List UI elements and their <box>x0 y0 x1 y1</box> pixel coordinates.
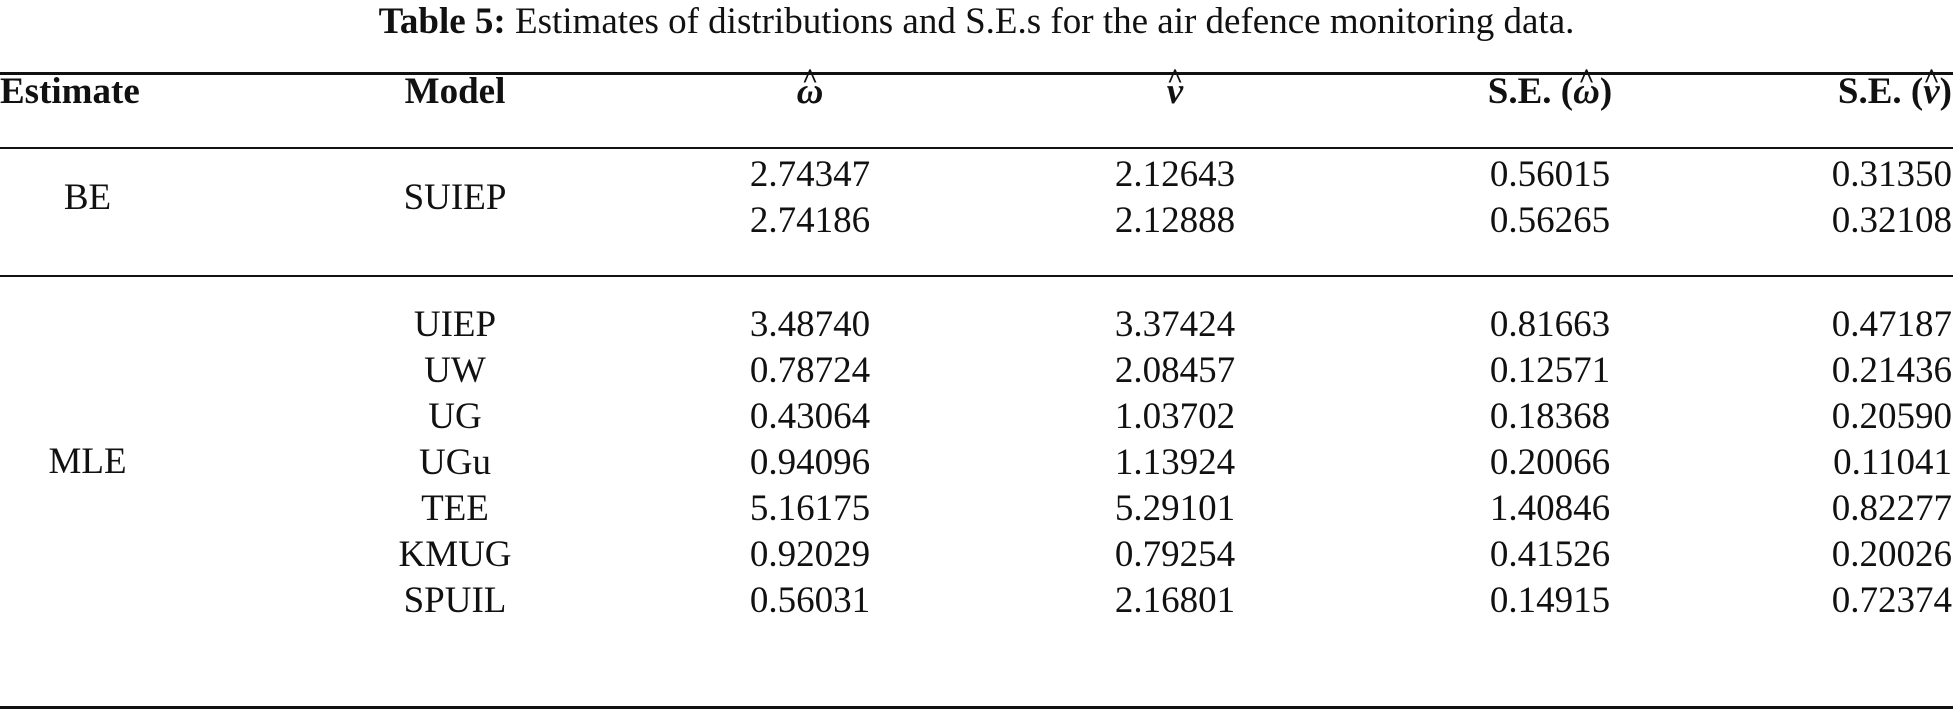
table-row: SPUIL 0.56031 2.16801 0.14915 0.72374 <box>0 572 1953 630</box>
se-omega-suffix: ) <box>1599 71 1613 112</box>
estimate-be: BE <box>63 177 112 218</box>
table-row: KMUG 0.92029 0.79254 0.41526 0.20026 <box>0 526 1953 584</box>
be-group-labels: BE SUIEP <box>0 169 1953 227</box>
table-caption: Table 5: Estimates of distributions and … <box>0 0 1953 44</box>
cell-omega: 0.92029 <box>749 534 871 575</box>
cell-omega: 0.78724 <box>749 350 871 391</box>
cell-nu: 2.08457 <box>1114 350 1236 391</box>
cell-se-omega: 0.56015 <box>1489 154 1611 195</box>
cell-se-nu: 0.72374 <box>1831 580 1952 621</box>
cell-model: UGu <box>419 442 491 483</box>
cell-model: UIEP <box>413 304 497 345</box>
table-row: 2.74347 2.12643 0.56015 0.31350 <box>0 146 1953 204</box>
table-row: UGu 0.94096 1.13924 0.20066 0.11041 <box>0 434 1953 492</box>
cell-model: TEE <box>421 488 489 529</box>
cell-nu: 5.29101 <box>1114 488 1236 529</box>
cell-se-omega: 0.81663 <box>1489 304 1611 345</box>
cell-omega: 0.94096 <box>749 442 871 483</box>
cell-se-nu: 0.82277 <box>1831 488 1952 529</box>
cell-omega: 3.48740 <box>749 304 871 345</box>
se-omega-prefix: S.E. ( <box>1487 71 1574 112</box>
cell-nu: 2.12643 <box>1114 154 1236 195</box>
header-nu-hat: ν <box>1025 63 1325 121</box>
mle-group-label: MLE <box>0 433 1953 491</box>
cell-se-nu: 0.31350 <box>1831 154 1952 195</box>
bottom-rule <box>0 706 1953 709</box>
cell-omega: 0.43064 <box>749 396 871 437</box>
header-estimate: Estimate <box>0 71 140 112</box>
cell-model: UW <box>424 350 486 391</box>
caption-label: Table 5: <box>378 1 506 42</box>
cell-nu: 2.12888 <box>1114 200 1236 241</box>
cell-se-omega: 1.40846 <box>1489 488 1611 529</box>
header-se-nu: S.E. (ν) <box>1652 63 1952 121</box>
cell-nu: 0.79254 <box>1114 534 1236 575</box>
header-se-omega: S.E. (ω) <box>1400 63 1700 121</box>
cell-se-omega: 0.56265 <box>1489 200 1611 241</box>
cell-nu: 1.03702 <box>1114 396 1236 437</box>
nu-hat-symbol: ν <box>1167 63 1183 121</box>
group-rule <box>0 275 1953 277</box>
cell-se-nu: 0.47187 <box>1831 304 1952 345</box>
table-row: UG 0.43064 1.03702 0.18368 0.20590 <box>0 388 1953 446</box>
se-nu-symbol: ν <box>1923 63 1939 121</box>
cell-omega: 2.74186 <box>749 200 871 241</box>
cell-omega: 0.56031 <box>749 580 871 621</box>
cell-se-nu: 0.20026 <box>1831 534 1952 575</box>
cell-se-omega: 0.14915 <box>1489 580 1611 621</box>
cell-model: UG <box>428 396 482 437</box>
estimate-mle: MLE <box>48 441 127 482</box>
se-omega-symbol: ω <box>1573 63 1600 121</box>
table-row: TEE 5.16175 5.29101 1.40846 0.82277 <box>0 480 1953 538</box>
cell-omega: 2.74347 <box>749 154 871 195</box>
top-rule <box>0 72 1953 75</box>
cell-se-omega: 0.41526 <box>1489 534 1611 575</box>
cell-se-nu: 0.32108 <box>1831 200 1952 241</box>
table-row: 2.74186 2.12888 0.56265 0.32108 <box>0 192 1953 250</box>
se-nu-suffix: ) <box>1939 71 1952 112</box>
cell-model: SPUIL <box>403 580 507 621</box>
cell-model: KMUG <box>398 534 512 575</box>
model-suiep: SUIEP <box>403 177 507 218</box>
cell-se-nu: 0.21436 <box>1831 350 1952 391</box>
cell-se-omega: 0.20066 <box>1489 442 1611 483</box>
cell-se-nu: 0.11041 <box>1833 442 1952 483</box>
caption-text: Estimates of distributions and S.E.s for… <box>514 1 1575 42</box>
header-model: Model <box>404 71 506 112</box>
cell-nu: 3.37424 <box>1114 304 1236 345</box>
cell-omega: 5.16175 <box>749 488 871 529</box>
se-nu-prefix: S.E. ( <box>1837 71 1924 112</box>
omega-hat-symbol: ω <box>797 63 824 121</box>
cell-nu: 2.16801 <box>1114 580 1236 621</box>
cell-se-omega: 0.18368 <box>1489 396 1611 437</box>
table-row: UIEP 3.48740 3.37424 0.81663 0.47187 <box>0 296 1953 354</box>
header-omega-hat: ω <box>660 63 960 121</box>
header-rule <box>0 147 1953 149</box>
cell-se-omega: 0.12571 <box>1489 350 1611 391</box>
table-row: UW 0.78724 2.08457 0.12571 0.21436 <box>0 342 1953 400</box>
cell-se-nu: 0.20590 <box>1831 396 1952 437</box>
cell-nu: 1.13924 <box>1114 442 1236 483</box>
header-row: Estimate Model ω ν S.E. (ω) S.E. (ν) <box>0 63 1953 121</box>
